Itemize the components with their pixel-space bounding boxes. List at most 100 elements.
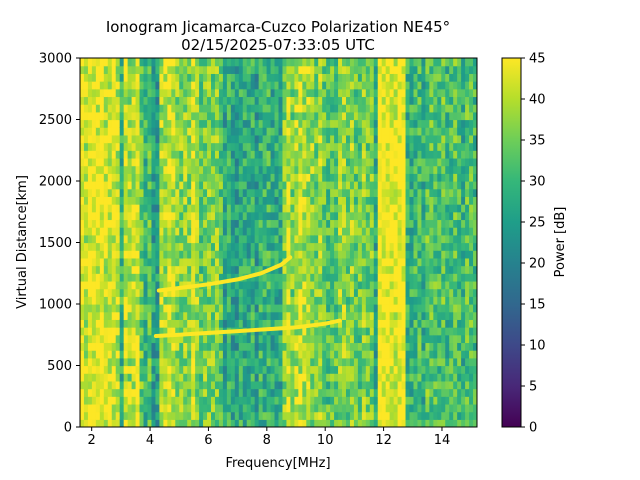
heatmap-cell (199, 411, 204, 420)
heatmap-cell (286, 288, 292, 297)
heatmap-cell (242, 304, 248, 313)
heatmap-cell (437, 411, 442, 420)
heatmap-cell (393, 188, 399, 197)
heatmap-cell (238, 204, 244, 213)
heatmap-cell (266, 388, 272, 397)
heatmap-cell (258, 150, 264, 159)
heatmap-cell (230, 411, 236, 420)
heatmap-cell (175, 296, 180, 305)
heatmap-cell (103, 334, 109, 344)
heatmap-cell (139, 142, 145, 151)
heatmap-cell (417, 157, 423, 167)
heatmap-cell (87, 334, 93, 344)
heatmap-cell (80, 73, 85, 82)
heatmap-cell (258, 250, 264, 259)
heatmap-cell (131, 173, 137, 182)
heatmap-cell (445, 142, 450, 151)
heatmap-cell (91, 388, 97, 397)
heatmap-cell (342, 150, 347, 159)
heatmap-cell (143, 311, 149, 320)
heatmap-cell (473, 142, 477, 151)
heatmap-cell (334, 204, 339, 213)
heatmap-cell (465, 111, 470, 121)
heatmap-cell (270, 380, 276, 390)
heatmap-cell (270, 388, 276, 397)
heatmap-cell (401, 211, 407, 221)
heatmap-cell (306, 388, 311, 397)
heatmap-cell (310, 365, 315, 374)
heatmap-cell (115, 311, 121, 320)
heatmap-cell (151, 204, 157, 213)
heatmap-cell (115, 319, 121, 328)
heatmap-cell (171, 150, 176, 159)
heatmap-cell (143, 342, 149, 351)
heatmap-cell (409, 257, 415, 267)
heatmap-cell (357, 104, 363, 113)
heatmap-cell (179, 357, 184, 367)
heatmap-cell (389, 280, 395, 290)
heatmap-cell (250, 219, 256, 228)
heatmap-cell (409, 419, 415, 427)
heatmap-cell (155, 342, 160, 351)
heatmap-cell (103, 204, 109, 213)
heatmap-cell (218, 188, 224, 197)
heatmap-cell (230, 396, 236, 405)
heatmap-cell (373, 111, 379, 121)
heatmap-cell (330, 403, 335, 413)
heatmap-cell (167, 73, 172, 82)
heatmap-cell (429, 411, 434, 420)
heatmap-cell (246, 250, 252, 259)
heatmap-cell (203, 165, 208, 174)
heatmap-cell (353, 104, 359, 113)
heatmap-cell (214, 73, 220, 82)
heatmap-cell (274, 380, 280, 390)
heatmap-cell (449, 365, 454, 374)
heatmap-cell (302, 119, 307, 128)
heatmap-cell (222, 73, 228, 82)
heatmap-cell (429, 250, 434, 259)
heatmap-cell (230, 419, 236, 427)
heatmap-cell (111, 403, 117, 413)
heatmap-cell (401, 311, 407, 320)
heatmap-cell (282, 319, 288, 328)
heatmap-cell (433, 65, 438, 74)
heatmap-cell (191, 111, 196, 121)
heatmap-cell (306, 265, 311, 274)
heatmap-cell (83, 211, 89, 221)
heatmap-cell (373, 58, 379, 67)
heatmap-cell (167, 296, 172, 305)
heatmap-cell (155, 365, 160, 374)
heatmap-cell (183, 373, 188, 382)
heatmap-cell (425, 88, 430, 98)
heatmap-cell (143, 327, 149, 336)
heatmap-cell (222, 380, 228, 390)
heatmap-cell (218, 365, 224, 374)
heatmap-cell (278, 173, 284, 182)
heatmap-cell (139, 257, 145, 267)
heatmap-cell (445, 288, 450, 297)
heatmap-cell (87, 234, 93, 244)
heatmap-cell (171, 273, 176, 282)
heatmap-cell (338, 250, 343, 259)
heatmap-cell (155, 403, 160, 413)
heatmap-cell (274, 173, 280, 182)
heatmap-cell (191, 257, 196, 267)
heatmap-cell (139, 419, 145, 427)
heatmap-cell (175, 350, 180, 359)
heatmap-cell (357, 165, 363, 174)
heatmap-cell (282, 342, 288, 351)
heatmap-cell (429, 357, 434, 367)
heatmap-cell (151, 65, 157, 74)
heatmap-cell (349, 357, 355, 367)
heatmap-cell (369, 96, 375, 105)
heatmap-cell (473, 304, 477, 313)
heatmap-cell (357, 288, 363, 297)
heatmap-cell (381, 280, 387, 290)
heatmap-cell (342, 81, 347, 90)
heatmap-cell (254, 134, 260, 144)
heatmap-cell (429, 319, 434, 328)
heatmap-cell (361, 165, 367, 174)
heatmap-cell (461, 211, 466, 221)
heatmap-cell (310, 142, 315, 151)
heatmap-cell (171, 403, 176, 413)
